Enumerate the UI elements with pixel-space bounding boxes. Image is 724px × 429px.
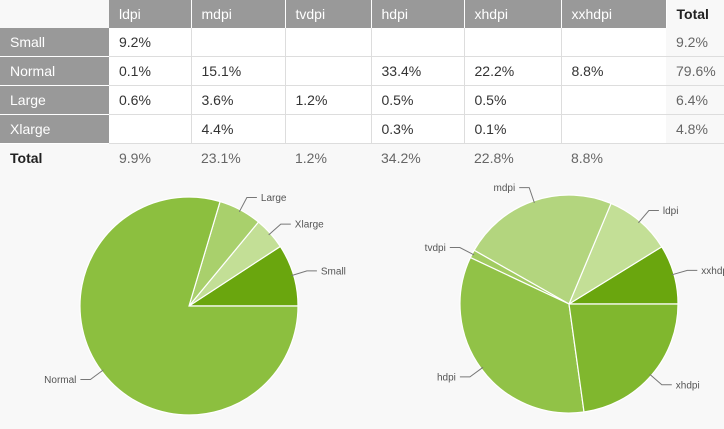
table-cell: 0.1% — [464, 114, 562, 144]
table-cell: 3.6% — [191, 85, 286, 115]
col-head-tvdpi: tvdpi — [285, 0, 372, 28]
row-total: 9.2% — [666, 28, 724, 57]
col-head-mdpi: mdpi — [191, 0, 286, 28]
slice-label: Small — [321, 266, 346, 277]
slice-label: tvdpi — [425, 243, 446, 254]
label-leader-line — [238, 197, 257, 213]
footer-total: 34.2% — [381, 150, 421, 166]
label-leader-line — [638, 210, 659, 224]
table-cell — [191, 28, 286, 57]
table-cell: 0.5% — [371, 85, 465, 115]
table-cell — [285, 56, 372, 86]
footer-empty — [666, 144, 724, 173]
col-head-xxhdpi: xxhdpi — [561, 0, 667, 28]
col-head-xhdpi: xhdpi — [464, 0, 562, 28]
table-cell: 0.5% — [464, 85, 562, 115]
header-row: ldpi mdpi tvdpi hdpi xhdpi xxhdpi Total — [0, 0, 724, 28]
slice-label: mdpi — [494, 183, 516, 194]
footer-total: 22.8% — [474, 150, 514, 166]
slice-label: xxhdpi — [701, 266, 724, 277]
footer-total: 23.1% — [201, 150, 241, 166]
table-cell: 15.1% — [191, 56, 286, 86]
label-leader-line — [519, 187, 535, 204]
table-cell: 22.2% — [464, 56, 562, 86]
slice-label: hdpi — [437, 372, 456, 383]
footer-label: Total — [0, 143, 109, 172]
slice-label: Xlarge — [295, 220, 324, 231]
label-leader-line — [291, 270, 317, 277]
table-cell — [285, 28, 372, 57]
row-head-large: Large — [0, 85, 109, 115]
slice-label: Large — [261, 193, 287, 204]
label-leader-line — [449, 247, 475, 256]
screen-size-pie-chart: Small Xlarge Large Normal — [44, 193, 346, 416]
distribution-table: ldpi mdpi tvdpi hdpi xhdpi xxhdpi Total … — [0, 0, 724, 172]
table-cell — [464, 28, 562, 57]
slice-label: Normal — [44, 375, 76, 386]
table-row: Normal 0.1% 15.1% 33.4% 22.2% 8.8% 79.6% — [0, 56, 724, 86]
row-total: 4.8% — [666, 114, 724, 144]
label-leader-line — [459, 366, 484, 378]
slice-label: xhdpi — [676, 380, 700, 391]
table-cell — [561, 28, 666, 57]
label-leader-line — [649, 373, 672, 386]
screen-density-pie-chart: xxhdpi ldpi mdpi tvdpi hdpi xhdpi — [425, 183, 724, 414]
row-head-small: Small — [0, 28, 109, 57]
table-cell: 4.4% — [191, 114, 286, 144]
slice-label: ldpi — [663, 206, 679, 217]
col-head-ldpi: ldpi — [109, 0, 192, 28]
row-total: 79.6% — [666, 56, 724, 86]
col-head-total: Total — [666, 0, 724, 28]
pie-slice-xhdpi — [568, 303, 679, 413]
label-leader-line — [268, 223, 291, 236]
table-cell: 8.8% — [561, 56, 666, 86]
table-row: Xlarge 4.4% 0.3% 0.1% 4.8% — [0, 114, 724, 144]
table-cell — [371, 28, 465, 57]
col-head-hdpi: hdpi — [371, 0, 465, 28]
table-cell: 9.2% — [109, 28, 192, 57]
corner-cell — [0, 0, 109, 28]
row-head-normal: Normal — [0, 56, 109, 86]
row-head-xlarge: Xlarge — [0, 114, 109, 144]
footer-row: Total 9.9% 23.1% 1.2% 34.2% 22.8% 8.8% — [0, 143, 724, 173]
footer-total: 9.9% — [119, 150, 151, 166]
table-cell: 33.4% — [371, 56, 465, 86]
footer-total: 1.2% — [295, 150, 327, 166]
label-leader-line — [80, 369, 104, 380]
table-cell — [285, 114, 372, 144]
table-row: Large 0.6% 3.6% 1.2% 0.5% 0.5% 6.4% — [0, 85, 724, 115]
table-cell: 0.6% — [109, 85, 192, 115]
table-cell: 0.3% — [371, 114, 465, 144]
row-total: 6.4% — [666, 85, 724, 115]
table-row: Small 9.2% 9.2% — [0, 28, 724, 57]
table-cell — [561, 114, 666, 144]
label-leader-line — [671, 269, 698, 276]
table-cell: 0.1% — [109, 56, 192, 86]
table-cell — [561, 85, 666, 115]
footer-total: 8.8% — [571, 150, 603, 166]
table-cell: 1.2% — [285, 85, 372, 115]
table-cell — [109, 114, 192, 144]
